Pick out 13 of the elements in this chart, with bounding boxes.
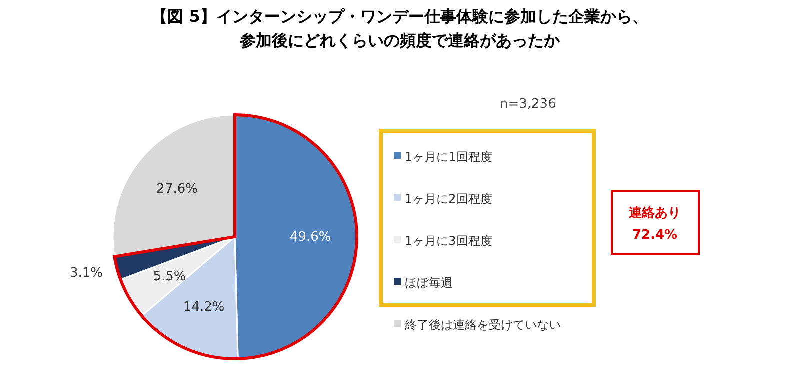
legend-label: 1ヶ月に3回程度 — [405, 234, 492, 248]
legend-label: ほぼ毎週 — [405, 276, 453, 290]
legend-label: 1ヶ月に2回程度 — [405, 192, 492, 206]
text: n=3,236 — [500, 97, 556, 112]
data-label: 49.6% — [290, 230, 332, 246]
data-label: 27.6% — [156, 182, 198, 198]
data-label: 3.1% — [70, 266, 103, 282]
text: 連絡あり 72.4% — [628, 206, 681, 243]
data-label: 5.5% — [153, 269, 186, 284]
data-label: 14.2% — [183, 300, 225, 316]
chart-title: 【図 5】インターンシップ・ワンデー仕事体験に参加した企業から、参加後にどれくらいの頻度で連絡があったか — [152, 7, 648, 50]
legend-label: 1ヶ月に1回程度 — [405, 150, 492, 164]
legend-label: 終了後は連絡を受けていない — [404, 318, 561, 332]
